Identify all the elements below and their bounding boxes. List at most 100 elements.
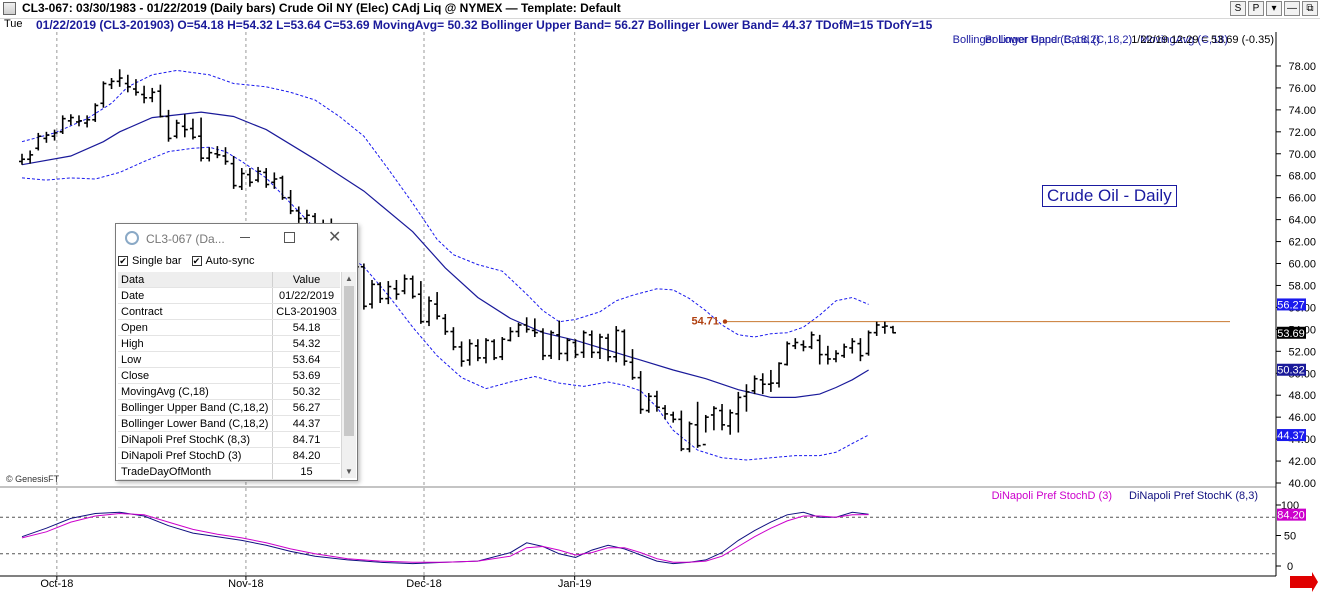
ohlc-bar bbox=[132, 79, 139, 96]
table-row: DiNapoli Pref StochD (3) 84.20 bbox=[118, 447, 340, 464]
ohlc-bar bbox=[108, 78, 115, 90]
minimize-button[interactable]: — bbox=[1284, 1, 1300, 16]
row-label: MovingAvg (C,18) bbox=[118, 383, 273, 400]
scroll-down-icon[interactable]: ▼ bbox=[345, 467, 353, 476]
maximize-icon[interactable] bbox=[284, 232, 295, 243]
ohlc-bar bbox=[369, 279, 376, 309]
ohlc-bar bbox=[556, 320, 563, 361]
ohlc-bar bbox=[393, 279, 400, 300]
table-row: Bollinger Upper Band (C,18,2) 56.27 bbox=[118, 399, 340, 416]
minimize-icon[interactable] bbox=[240, 237, 250, 238]
table-row: High 54.32 bbox=[118, 335, 340, 352]
ohlc-bar bbox=[287, 189, 294, 215]
ohlc-bar bbox=[849, 338, 856, 354]
auto-sync-checkbox[interactable]: ✔ bbox=[191, 256, 202, 266]
ohlc-bar bbox=[165, 109, 172, 142]
price-tag-box bbox=[1277, 429, 1306, 442]
s-button[interactable]: S bbox=[1230, 1, 1246, 16]
row-value: 53.69 bbox=[272, 367, 340, 384]
scroll-thumb[interactable] bbox=[344, 286, 354, 436]
ohlc-bar bbox=[263, 168, 270, 188]
table-row: DiNapoli Pref StochK (8,3) 84.71 bbox=[118, 431, 340, 448]
scroll-up-icon[interactable]: ▲ bbox=[345, 274, 353, 283]
data-window[interactable]: CL3-067 (Da... ✕ ✔ Single bar ✔ Auto-syn… bbox=[115, 223, 358, 481]
ohlc-bar bbox=[776, 362, 783, 388]
ohlc-bar bbox=[100, 81, 107, 108]
ohlc-bar bbox=[857, 338, 864, 362]
ohlc-bar bbox=[385, 281, 392, 305]
ohlc-bar bbox=[458, 341, 465, 367]
data-window-scrollbar[interactable]: ▲ ▼ bbox=[341, 272, 356, 478]
row-value: 15 bbox=[272, 463, 340, 480]
ohlc-bar bbox=[588, 330, 595, 358]
stochk-line bbox=[21, 511, 869, 565]
ohlc-bar bbox=[653, 390, 660, 412]
ohlc-bar bbox=[214, 146, 221, 159]
y-tick-label: 70.00 bbox=[1288, 149, 1316, 161]
ohlc-bar bbox=[499, 337, 506, 361]
price-tag-box bbox=[1277, 298, 1306, 311]
ohlc-bar bbox=[873, 321, 880, 336]
row-label: Date bbox=[118, 287, 273, 304]
ohlc-bar bbox=[426, 296, 432, 327]
ohlc-bar bbox=[564, 338, 571, 362]
ohlc-bar bbox=[743, 384, 750, 412]
ohlc-bar bbox=[149, 87, 156, 103]
price-level-line: 54.71 bbox=[691, 316, 1230, 328]
ohlc-bar bbox=[51, 129, 58, 141]
dropdown-button[interactable]: ▾ bbox=[1266, 1, 1282, 16]
price-tag-box bbox=[1277, 326, 1306, 339]
table-header-row: Data Value bbox=[118, 272, 340, 288]
x-tick-label: Jan-19 bbox=[558, 578, 592, 590]
ohlc-bar bbox=[710, 406, 717, 431]
close-icon[interactable]: ✕ bbox=[328, 229, 342, 246]
ohlc-bar bbox=[515, 322, 522, 338]
ohlc-bar bbox=[751, 375, 758, 395]
ohlc-bar bbox=[450, 327, 457, 351]
ohlc-bar bbox=[694, 401, 701, 448]
ohlc-bar bbox=[523, 317, 530, 333]
sub-tick-label: 50 bbox=[1284, 531, 1296, 543]
ohlc-bar bbox=[784, 341, 791, 366]
ohlc-bar bbox=[727, 409, 734, 435]
price-tag-label: 53.69 bbox=[1277, 328, 1305, 340]
ohlc-bar bbox=[238, 168, 245, 190]
chart-annotation-label: Crude Oil - Daily bbox=[1042, 185, 1177, 207]
ohlc-bar bbox=[824, 345, 831, 365]
ohlc-bar bbox=[417, 281, 424, 324]
data-window-titlebar[interactable]: CL3-067 (Da... ✕ bbox=[116, 224, 357, 252]
ohlc-bar bbox=[271, 172, 278, 189]
ohlc-bar bbox=[621, 329, 628, 366]
ohlc-bar bbox=[279, 175, 286, 200]
ohlc-bar bbox=[303, 209, 310, 225]
ohlc-bar bbox=[230, 155, 237, 189]
ohlc-bar bbox=[881, 321, 888, 334]
y-tick-label: 58.00 bbox=[1288, 280, 1316, 292]
ohlc-bar bbox=[19, 153, 25, 165]
ohlc-bar bbox=[580, 330, 587, 358]
legend-lower-band: Bollinger Lower Band (C,18,2) bbox=[953, 34, 1100, 46]
restore-button[interactable]: ⧉ bbox=[1302, 1, 1318, 16]
ohlc-bar bbox=[59, 115, 66, 135]
legend-ma: MovingAvg (C,18) bbox=[1140, 34, 1228, 46]
row-value: 53.64 bbox=[272, 351, 340, 368]
y-tick-label: 78.00 bbox=[1288, 61, 1316, 73]
row-label: DiNapoli Pref StochD (3) bbox=[118, 447, 273, 464]
ohlc-bar bbox=[808, 331, 815, 350]
row-value: 56.27 bbox=[272, 399, 340, 416]
ohlc-bar bbox=[767, 369, 774, 392]
price-tag-box bbox=[1277, 363, 1306, 376]
window-buttons: S P ▾ — ⧉ bbox=[1230, 1, 1318, 16]
ohlc-bar bbox=[434, 292, 441, 320]
ohlc-bar bbox=[889, 325, 896, 334]
ohlc-bar bbox=[43, 131, 50, 143]
bar-info-row: Tue 01/22/2019 (CL3-201903) O=54.18 H=54… bbox=[0, 18, 1320, 32]
scroll-right-arrow-icon[interactable] bbox=[1290, 572, 1318, 592]
single-bar-checkbox[interactable]: ✔ bbox=[118, 256, 128, 266]
x-tick-label: Dec-18 bbox=[406, 578, 441, 590]
p-button[interactable]: P bbox=[1248, 1, 1264, 16]
ohlc-bar bbox=[401, 274, 408, 295]
ohlc-bar bbox=[141, 85, 148, 104]
ohlc-bar bbox=[157, 84, 164, 118]
